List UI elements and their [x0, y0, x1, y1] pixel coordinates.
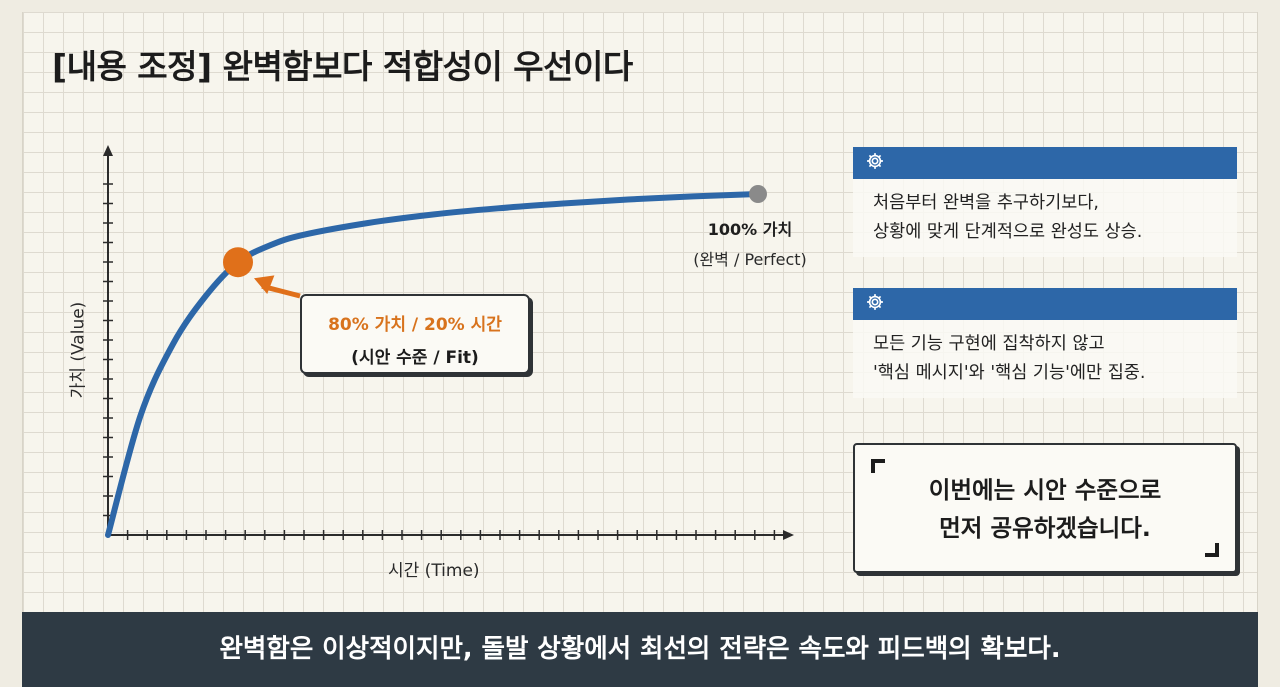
fit-point-sublabel: (시안 수준 / Fit) — [351, 348, 479, 368]
fit-point-marker — [223, 247, 253, 278]
perfect-point-marker — [749, 185, 767, 203]
callout-arrow — [254, 275, 301, 299]
info-card-line: 처음부터 완벽을 추구하기보다, — [873, 193, 1099, 213]
chart-axes — [103, 145, 794, 540]
quote-box: 이번에는 시안 수준으로 먼저 공유하겠습니다. — [853, 443, 1237, 573]
info-card-header — [853, 288, 1237, 320]
info-card-line: 상황에 맞게 단계적으로 완성도 상승. — [873, 222, 1143, 242]
value-curve — [105, 191, 761, 538]
close-quote-mark-icon — [1205, 543, 1219, 557]
quote-line: 이번에는 시안 수준으로 — [928, 476, 1162, 504]
quote-line: 먼저 공유하겠습니다. — [939, 514, 1151, 542]
callout-arrowhead — [254, 275, 275, 295]
gear-icon — [865, 292, 885, 316]
perfect-point-sublabel: (완벽 / Perfect) — [693, 250, 807, 269]
perfect-point-label: 100% 가치 — [707, 220, 793, 239]
info-card-text: 처음부터 완벽을 추구하기보다, 상황에 맞게 단계적으로 완성도 상승. — [853, 179, 1237, 257]
y-axis-label: 가치 (Value) — [68, 301, 89, 399]
info-card-2: 모든 기능 구현에 집착하지 않고 '핵심 메시지'와 '핵심 기능'에만 집중… — [853, 288, 1237, 398]
fit-point-label: 80% 가치 / 20% 시간 — [328, 315, 502, 335]
info-card-header — [853, 147, 1237, 179]
x-axis-label: 시간 (Time) — [388, 561, 480, 581]
info-card-text: 모든 기능 구현에 집착하지 않고 '핵심 메시지'와 '핵심 기능'에만 집중… — [853, 320, 1237, 398]
info-card-line: '핵심 메시지'와 '핵심 기능'에만 집중. — [873, 363, 1146, 383]
y-axis-arrowhead — [103, 145, 113, 156]
fit-point-callout: 80% 가치 / 20% 시간 (시안 수준 / Fit) — [300, 294, 530, 374]
perfect-point-label-group: 100% 가치 (완벽 / Perfect) — [680, 216, 820, 270]
gear-icon — [865, 151, 885, 175]
footer-banner: 완벽함은 이상적이지만, 돌발 상황에서 최선의 전략은 속도와 피드백의 확보… — [22, 612, 1258, 687]
x-axis-arrowhead — [783, 530, 794, 540]
open-quote-mark-icon — [871, 459, 885, 473]
page-title: [내용 조정] 완벽함보다 적합성이 우선이다 — [52, 47, 633, 86]
info-card-1: 처음부터 완벽을 추구하기보다, 상황에 맞게 단계적으로 완성도 상승. — [853, 147, 1237, 257]
info-card-line: 모든 기능 구현에 집착하지 않고 — [873, 334, 1105, 354]
